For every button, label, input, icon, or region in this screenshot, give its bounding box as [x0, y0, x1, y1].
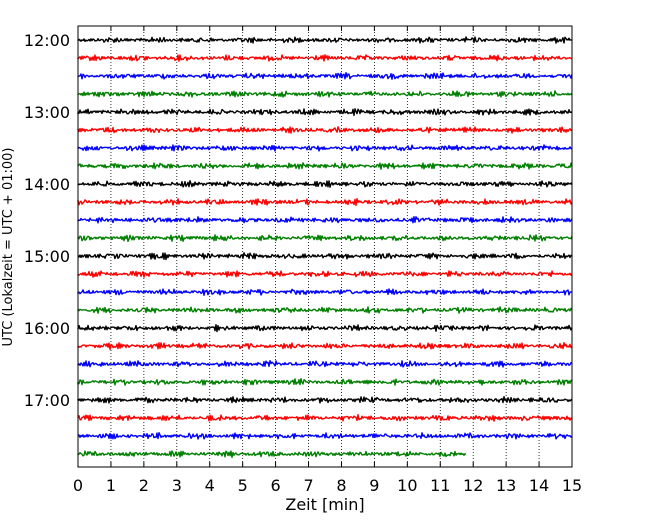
- x-tick-label: 11: [430, 476, 450, 495]
- trace-layer: [77, 36, 573, 459]
- x-tick-label: 2: [139, 476, 149, 495]
- x-tick-label: 8: [336, 476, 346, 495]
- x-axis-label: Zeit [min]: [285, 495, 364, 514]
- trace-1630: [77, 360, 573, 368]
- plot-frame: [77, 25, 573, 468]
- tick-layer: 0 1 2 3 4 5 6 7 8 9 10 11 12 13 14 1512:0013:0014:0015:…: [24, 26, 582, 495]
- x-tick-label: 13: [496, 476, 516, 495]
- trace-1330: [77, 144, 573, 152]
- x-tick-label: 9: [369, 476, 379, 495]
- trace-1215: [77, 54, 573, 63]
- y-tick-label: 17:00: [24, 391, 70, 410]
- y-axis-label: UTC (Lokalzeit = UTC + 01:00): [1, 148, 16, 347]
- trace-1530: [77, 288, 573, 296]
- y-tick-label: 12:00: [24, 31, 70, 50]
- trace-1400: [77, 179, 573, 188]
- x-tick-label: 14: [529, 476, 549, 495]
- x-tick-label: 10: [397, 476, 417, 495]
- x-tick-label: 7: [303, 476, 313, 495]
- trace-1730: [77, 432, 573, 440]
- trace-1315: [77, 126, 573, 134]
- trace-1700: [77, 395, 573, 404]
- y-tick-label: 16:00: [24, 319, 70, 338]
- trace-1500: [77, 252, 573, 261]
- trace-1545: [77, 306, 573, 314]
- trace-1300: [77, 108, 573, 117]
- trace-1645: [77, 378, 573, 386]
- trace-1445: [77, 234, 573, 243]
- x-tick-label: 6: [271, 476, 281, 495]
- x-tick-label: 15: [562, 476, 582, 495]
- trace-1430: [77, 216, 573, 224]
- x-tick-label: 3: [172, 476, 182, 495]
- trace-1345: [77, 162, 573, 170]
- trace-1515: [77, 270, 573, 278]
- y-tick-label: 14:00: [24, 175, 70, 194]
- y-tick-label: 15:00: [24, 247, 70, 266]
- trace-1230: [77, 72, 573, 80]
- trace-1615: [77, 342, 573, 351]
- trace-1600: [77, 324, 573, 333]
- x-tick-label: 5: [238, 476, 248, 495]
- trace-1715: [77, 414, 573, 422]
- x-tick-label: 0: [73, 476, 83, 495]
- x-tick-label: 4: [205, 476, 215, 495]
- trace-1245: [77, 90, 573, 98]
- x-tick-label: 1: [106, 476, 116, 495]
- trace-1415: [77, 197, 573, 207]
- trace-1745: [77, 450, 467, 459]
- x-tick-label: 12: [463, 476, 483, 495]
- y-tick-label: 13:00: [24, 103, 70, 122]
- trace-1200: [77, 36, 573, 44]
